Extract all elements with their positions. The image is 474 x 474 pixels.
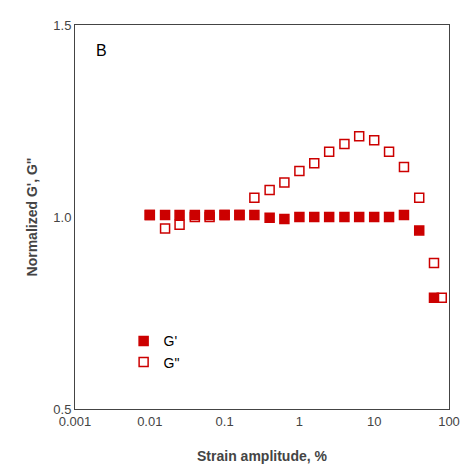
svg-text:10: 10 bbox=[367, 414, 381, 429]
svg-text:Strain amplitude, %: Strain amplitude, % bbox=[197, 448, 327, 464]
svg-text:0.01: 0.01 bbox=[137, 414, 162, 429]
svg-text:1: 1 bbox=[296, 414, 303, 429]
svg-text:0.5: 0.5 bbox=[53, 402, 71, 417]
svg-text:0.1: 0.1 bbox=[216, 414, 234, 429]
svg-text:B: B bbox=[96, 42, 107, 59]
svg-text:1.5: 1.5 bbox=[53, 18, 71, 33]
svg-text:Normalized G', G": Normalized G', G" bbox=[24, 158, 40, 277]
svg-text:G': G' bbox=[164, 333, 178, 349]
svg-text:1.0: 1.0 bbox=[53, 210, 71, 225]
svg-text:100: 100 bbox=[438, 414, 460, 429]
svg-text:G": G" bbox=[164, 355, 180, 371]
svg-text:0.001: 0.001 bbox=[59, 414, 92, 429]
